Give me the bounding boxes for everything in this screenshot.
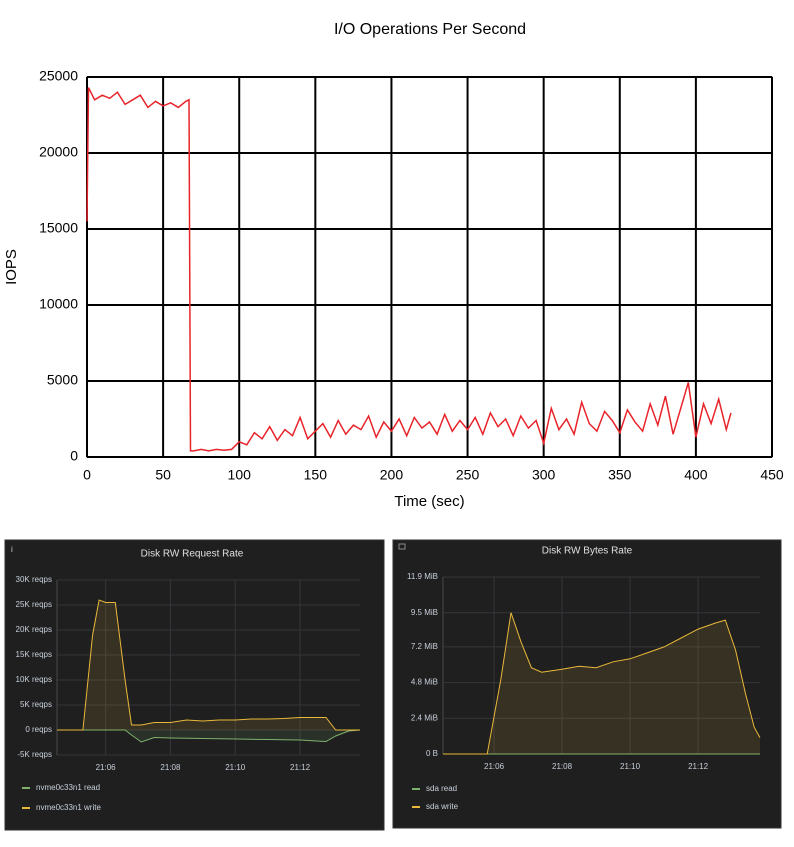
area-fill bbox=[443, 612, 760, 754]
y-tick-label: 4.8 MiB bbox=[411, 678, 438, 687]
y-tick-label: 5K reqps bbox=[20, 700, 52, 709]
x-tick-label: 350 bbox=[608, 467, 632, 483]
data-line bbox=[86, 87, 732, 452]
link-icon bbox=[398, 543, 406, 550]
x-tick-label: 0 bbox=[83, 467, 91, 483]
legend-swatch bbox=[412, 806, 420, 808]
y-tick-label: 7.2 MiB bbox=[411, 642, 438, 651]
y-tick-label: 0 bbox=[70, 448, 78, 464]
x-axis-label: Time (sec) bbox=[394, 493, 464, 510]
legend-label: nvme0c33n1 read bbox=[36, 783, 100, 792]
x-tick-label: 300 bbox=[532, 467, 556, 483]
y-tick-label: 15000 bbox=[39, 220, 78, 236]
legend-swatch bbox=[412, 788, 420, 790]
legend-swatch bbox=[22, 787, 30, 789]
chart-title: I/O Operations Per Second bbox=[334, 21, 526, 38]
x-tick-label: 21:12 bbox=[688, 762, 709, 771]
y-tick-label: 2.4 MiB bbox=[411, 713, 438, 722]
legend-label: sda write bbox=[426, 802, 459, 811]
y-tick-label: 0 B bbox=[426, 749, 438, 758]
x-tick-label: 21:10 bbox=[620, 762, 641, 771]
x-tick-label: 100 bbox=[228, 467, 252, 483]
bytes-rate-panel: Disk RW Bytes Rate 0 B 2.4 MiB 4.8 MiB 7.2 M… bbox=[392, 539, 782, 829]
x-tick-label: 21:10 bbox=[225, 763, 246, 772]
x-tick-label: 400 bbox=[684, 467, 708, 483]
data-line bbox=[443, 612, 761, 755]
x-tick-label: 21:06 bbox=[96, 763, 117, 772]
x-tick-label: 21:06 bbox=[484, 762, 505, 771]
y-tick-label: 10K reqps bbox=[16, 675, 52, 684]
y-tick-label: -5K reqps bbox=[17, 750, 52, 759]
x-tick-label: 21:08 bbox=[160, 763, 181, 772]
data-line bbox=[57, 599, 360, 731]
legend-swatch bbox=[22, 807, 30, 809]
chart-title: Disk RW Request Rate bbox=[141, 549, 244, 560]
main-chart: I/O Operations Per Second 0 5000 10000 15000… bbox=[3, 21, 784, 510]
y-tick-label: 25K reqps bbox=[16, 600, 52, 609]
y-tick-label: 25000 bbox=[39, 68, 78, 84]
chart-title: Disk RW Bytes Rate bbox=[542, 546, 633, 557]
plot-area bbox=[86, 76, 773, 458]
y-tick-label: 0 reqps bbox=[25, 725, 52, 734]
y-tick-label: 20000 bbox=[39, 144, 78, 160]
y-tick-label: 10000 bbox=[39, 296, 78, 312]
x-tick-label: 21:12 bbox=[290, 763, 311, 772]
x-tick-label: 450 bbox=[760, 467, 784, 483]
y-tick-label: 30K reqps bbox=[16, 575, 52, 584]
y-tick-label: 15K reqps bbox=[16, 650, 52, 659]
area-fill bbox=[57, 730, 360, 742]
info-icon: i bbox=[11, 545, 13, 554]
x-tick-label: 50 bbox=[155, 467, 171, 483]
x-tick-label: 21:08 bbox=[552, 762, 573, 771]
y-tick-label: 9.5 MiB bbox=[411, 608, 438, 617]
data-line bbox=[57, 729, 361, 743]
y-tick-label: 11.9 MiB bbox=[407, 572, 438, 581]
legend-label: sda read bbox=[426, 784, 457, 793]
y-tick-label: 20K reqps bbox=[16, 625, 52, 634]
x-tick-label: 150 bbox=[304, 467, 328, 483]
x-tick-label: 200 bbox=[380, 467, 404, 483]
request-rate-panel: i Disk RW Request Rate -5K reqps 0 reqps 5K… bbox=[4, 539, 385, 831]
area-fill bbox=[57, 600, 360, 730]
x-tick-label: 250 bbox=[456, 467, 480, 483]
y-axis-label: IOPS bbox=[3, 249, 20, 285]
panel-bg bbox=[4, 539, 385, 831]
panel-bg bbox=[392, 539, 782, 829]
y-tick-label: 5000 bbox=[47, 372, 78, 388]
legend-label: nvme0c33n1 write bbox=[36, 803, 101, 812]
